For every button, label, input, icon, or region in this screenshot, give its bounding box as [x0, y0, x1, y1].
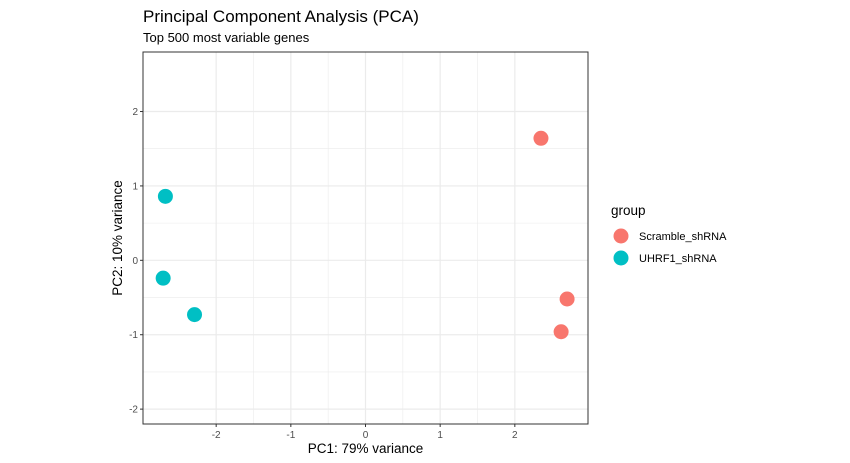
data-point: [533, 130, 549, 146]
x-tick-label: -2: [212, 430, 221, 441]
x-tick-label: 1: [437, 430, 443, 441]
legend-key: [613, 228, 629, 244]
major-gridlines: [143, 52, 588, 424]
x-axis-title: PC1: 79% variance: [308, 441, 424, 456]
legend-label: UHRF1_shRNA: [639, 253, 717, 265]
y-tick-label: 2: [132, 107, 138, 118]
legend-title: group: [611, 203, 646, 218]
data-point: [155, 270, 171, 286]
x-tick-label: -1: [286, 430, 295, 441]
x-axis-ticks: -2 -1 0 1 2: [212, 424, 518, 441]
y-tick-label: -1: [129, 330, 138, 341]
y-tick-label: -2: [129, 405, 138, 416]
chart-subtitle: Top 500 most variable genes: [143, 30, 310, 45]
data-point: [187, 307, 203, 323]
y-tick-label: 1: [132, 181, 138, 192]
data-point: [553, 324, 569, 340]
y-axis-ticks: -2 -1 0 1 2: [129, 107, 143, 416]
data-point: [559, 291, 575, 307]
data-point: [157, 188, 173, 204]
legend: group Scramble_shRNA UHRF1_shRNA: [611, 203, 727, 266]
legend-key: [613, 250, 629, 266]
legend-label: Scramble_shRNA: [639, 231, 727, 243]
y-axis-title: PC2: 10% variance: [110, 180, 125, 296]
y-tick-label: 0: [132, 256, 138, 267]
x-tick-label: 0: [363, 430, 369, 441]
x-tick-label: 2: [512, 430, 518, 441]
chart-title: Principal Component Analysis (PCA): [143, 7, 419, 26]
data-points: [155, 130, 575, 340]
